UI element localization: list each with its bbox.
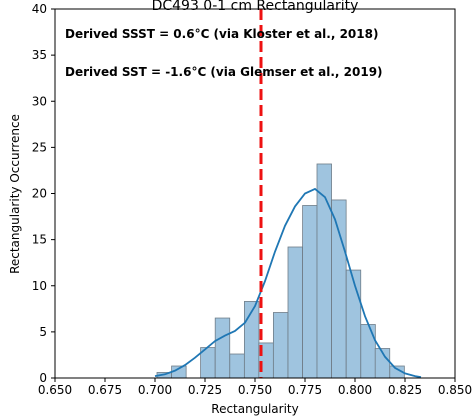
annotation-ssst: Derived SSST = 0.6°C (via Kloster et al.…: [65, 27, 378, 41]
x-tick-label: 0.825: [388, 383, 422, 397]
y-tick-label: 40: [32, 2, 47, 16]
histogram-bars: [156, 163, 405, 379]
x-axis-ticks: 0.650 0.675 0.700 0.725 0.750 0.775 0.800 0.825…: [38, 378, 472, 397]
histogram-bar: [345, 269, 362, 379]
histogram-bar: [287, 246, 303, 379]
histogram-bar: [214, 317, 231, 379]
y-tick-label: 15: [32, 233, 47, 247]
y-axis-ticks: 0 5 10 15 20 25 30 35 40: [32, 2, 55, 385]
histogram-bar: [302, 205, 318, 379]
x-tick-label: 0.700: [138, 383, 172, 397]
y-tick-label: 10: [32, 279, 47, 293]
y-tick-label: 5: [39, 325, 47, 339]
x-tick-label: 0.850: [438, 383, 472, 397]
y-tick-label: 30: [32, 94, 47, 108]
histogram-bar: [331, 199, 347, 379]
x-tick-label: 0.650: [38, 383, 72, 397]
kde-curve: [154, 187, 422, 378]
y-tick-label: 25: [32, 140, 47, 154]
annotation-sst: Derived SST = -1.6°C (via Glemser et al.…: [65, 65, 383, 79]
y-tick-label: 35: [32, 48, 47, 62]
histogram-bar: [229, 353, 245, 379]
histogram-bar: [272, 312, 289, 379]
y-axis-label: Rectangularity Occurrence: [8, 114, 22, 274]
x-tick-label: 0.725: [188, 383, 222, 397]
x-axis-label: Rectangularity: [211, 402, 298, 416]
y-tick-label: 20: [32, 187, 47, 201]
chart-title: DC493 0-1 cm Rectangularity: [152, 0, 359, 14]
x-tick-label: 0.675: [88, 383, 122, 397]
x-tick-label: 0.750: [238, 383, 272, 397]
x-tick-label: 0.800: [338, 383, 372, 397]
histogram-bar: [360, 324, 376, 379]
x-tick-label: 0.775: [288, 383, 322, 397]
y-tick-label: 0: [39, 371, 47, 385]
